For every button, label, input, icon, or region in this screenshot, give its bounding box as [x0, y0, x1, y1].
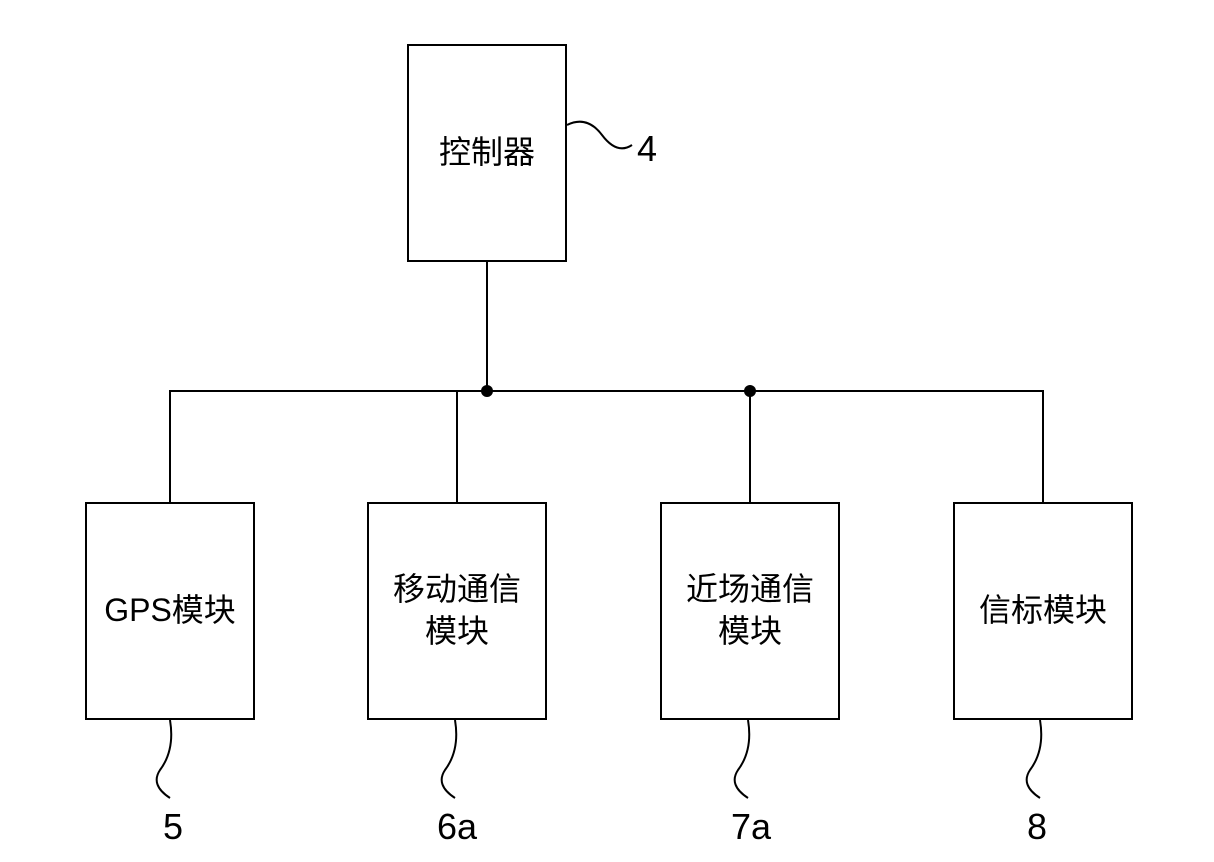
node-near-field: 近场通信模块: [660, 502, 840, 720]
callout-beacon-label: 8: [1027, 806, 1047, 848]
line-drop-near: [749, 390, 751, 502]
line-drop-beacon: [1042, 390, 1044, 502]
line-main-vertical: [486, 262, 488, 390]
callout-near-curve: [723, 720, 773, 800]
node-near-field-text: 近场通信模块: [672, 569, 828, 652]
node-controller-text: 控制器: [439, 132, 535, 174]
callout-controller-curve: [567, 110, 637, 160]
line-drop-mobile: [456, 390, 458, 502]
node-controller: 控制器: [407, 44, 567, 262]
junction-dot-1: [481, 385, 493, 397]
callout-mobile-label: 6a: [437, 806, 477, 848]
callout-controller-label: 4: [637, 128, 657, 170]
callout-gps-curve: [145, 720, 195, 800]
callout-near-label: 7a: [731, 806, 771, 848]
callout-gps-label: 5: [163, 806, 183, 848]
line-drop-gps: [169, 390, 171, 502]
junction-dot-2: [744, 385, 756, 397]
node-mobile-comm-text: 移动通信模块: [379, 569, 535, 652]
line-horizontal-bus: [170, 390, 1043, 392]
node-gps-text: GPS模块: [104, 590, 236, 632]
node-mobile-comm: 移动通信模块: [367, 502, 547, 720]
node-beacon-text: 信标模块: [979, 590, 1107, 632]
callout-beacon-curve: [1015, 720, 1065, 800]
callout-mobile-curve: [430, 720, 480, 800]
node-gps: GPS模块: [85, 502, 255, 720]
node-beacon: 信标模块: [953, 502, 1133, 720]
